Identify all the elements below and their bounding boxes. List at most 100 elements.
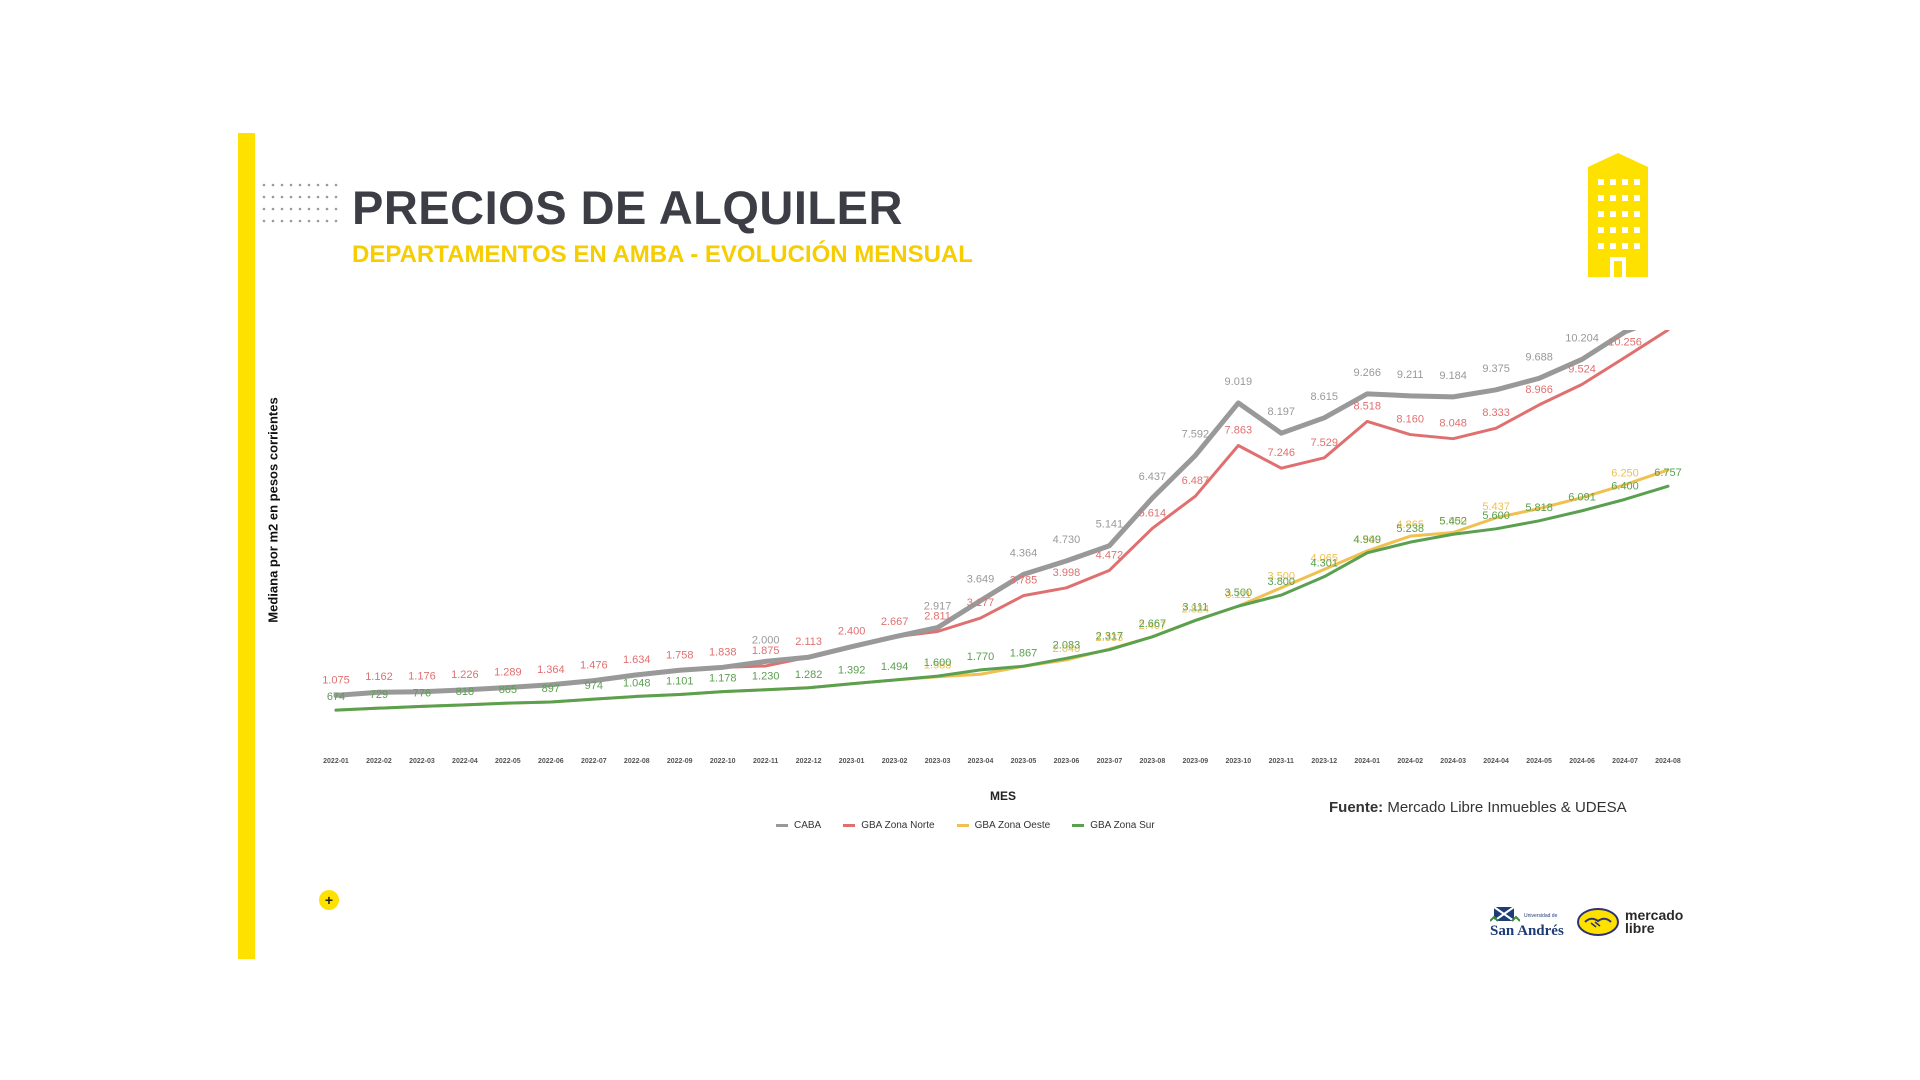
data-label-gba-zona-sur: 1.178 bbox=[709, 673, 737, 685]
source-text: Mercado Libre Inmuebles & UDESA bbox=[1387, 799, 1627, 816]
x-tick-label: 2023-05 bbox=[1011, 758, 1037, 765]
x-tick-label: 2024-01 bbox=[1354, 758, 1380, 765]
x-tick-label: 2022-05 bbox=[495, 758, 521, 765]
x-tick-label: 2022-04 bbox=[452, 758, 478, 765]
data-label-gba-zona-norte: 2.113 bbox=[795, 636, 822, 648]
data-label-gba-zona-norte: 1.476 bbox=[580, 660, 608, 672]
source-label: Fuente: bbox=[1329, 799, 1384, 816]
legend-swatch bbox=[776, 824, 788, 827]
data-label-caba: 7.592 bbox=[1182, 428, 1210, 440]
data-label-gba-zona-oeste: 2.824 bbox=[1182, 603, 1210, 615]
data-label-gba-zona-oeste: 6.250 bbox=[1611, 468, 1639, 480]
data-label-gba-zona-sur: 3.800 bbox=[1268, 576, 1296, 588]
mercado-libre-line2: libre bbox=[1625, 920, 1655, 936]
data-label-gba-zona-oeste: 3.111 bbox=[1225, 589, 1251, 601]
data-label-gba-zona-sur: 776 bbox=[413, 687, 431, 699]
data-label-gba-zona-norte: 6.487 bbox=[1182, 475, 1210, 487]
data-label-gba-zona-sur: 729 bbox=[370, 689, 388, 701]
data-label-gba-zona-norte: 8.966 bbox=[1525, 384, 1553, 396]
data-label-gba-zona-sur: 6.757 bbox=[1654, 467, 1682, 479]
legend-item: GBA Zona Norte bbox=[843, 820, 935, 831]
x-tick-label: 2022-02 bbox=[366, 758, 392, 765]
data-label-caba: 9.184 bbox=[1439, 370, 1467, 382]
data-label-gba-zona-sur: 1.230 bbox=[752, 671, 780, 683]
data-label-gba-zona-norte: 8.518 bbox=[1353, 400, 1381, 412]
data-label-gba-zona-sur: 1.282 bbox=[795, 669, 823, 681]
data-label-caba: 9.375 bbox=[1482, 363, 1510, 375]
data-label-gba-zona-norte: 1.758 bbox=[666, 649, 694, 661]
x-tick-label: 2022-06 bbox=[538, 758, 564, 765]
source-note: Fuente: Mercado Libre Inmuebles & UDESA bbox=[1329, 799, 1627, 816]
add-button[interactable]: + bbox=[319, 890, 339, 910]
x-tick-label: 2023-07 bbox=[1097, 758, 1123, 765]
legend-item: CABA bbox=[776, 820, 821, 831]
data-label-gba-zona-norte: 2.811 bbox=[924, 611, 951, 623]
legend-swatch bbox=[956, 824, 969, 827]
x-tick-label: 2024-06 bbox=[1569, 758, 1595, 765]
x-tick-label: 2022-08 bbox=[624, 758, 650, 765]
data-label-gba-zona-norte: 3.998 bbox=[1053, 567, 1081, 579]
x-tick-label: 2024-04 bbox=[1483, 758, 1509, 765]
y-axis-label: Mediana por m2 en pesos corrientes bbox=[265, 397, 281, 623]
page-subtitle: DEPARTAMENTOS EN AMBA - EVOLUCIÓN MENSUA… bbox=[352, 241, 973, 268]
accent-bar bbox=[238, 133, 255, 959]
x-tick-label: 2023-06 bbox=[1054, 758, 1080, 765]
legend-label: GBA Zona Oeste bbox=[974, 820, 1051, 831]
data-label-gba-zona-sur: 2.317 bbox=[1096, 631, 1124, 643]
data-label-gba-zona-oeste: 4.065 bbox=[1310, 552, 1338, 564]
data-label-gba-zona-norte: 1.364 bbox=[537, 664, 565, 676]
data-label-gba-zona-oeste: 1.583 bbox=[924, 660, 952, 672]
x-tick-label: 2023-04 bbox=[968, 758, 994, 765]
data-label-gba-zona-norte: 8.333 bbox=[1482, 407, 1510, 419]
data-label-gba-zona-oeste: 2.333 bbox=[1096, 632, 1124, 644]
x-tick-label: 2023-03 bbox=[925, 758, 951, 765]
data-label-gba-zona-norte: 4.472 bbox=[1096, 549, 1124, 561]
x-tick-label: 2024-03 bbox=[1440, 758, 1466, 765]
data-label-caba: 4.364 bbox=[1010, 547, 1038, 559]
data-label-gba-zona-sur: 3.500 bbox=[1225, 587, 1253, 599]
data-label-gba-zona-norte: 2.667 bbox=[881, 616, 909, 628]
data-label-gba-zona-sur: 674 bbox=[327, 691, 345, 703]
data-label-gba-zona-sur: 4.301 bbox=[1310, 558, 1338, 570]
series-line-gba-zona-sur bbox=[334, 484, 1670, 712]
x-tick-label: 2024-07 bbox=[1612, 758, 1638, 765]
line-chart: 2022-01 2022-02 2022-03 2022-04 2022-05 2022-… bbox=[322, 330, 1682, 765]
data-label-caba: 3.649 bbox=[967, 574, 995, 586]
data-label-gba-zona-norte: 3.785 bbox=[1010, 575, 1038, 587]
data-label-gba-zona-norte: 1.875 bbox=[752, 645, 780, 657]
data-label-gba-zona-norte: 1.162 bbox=[365, 671, 393, 683]
data-label-caba: 10.204 bbox=[1565, 332, 1599, 344]
y-axis-label-wrap: Mediana por m2 en pesos corrientes bbox=[258, 300, 288, 720]
x-tick-label: 2024-05 bbox=[1526, 758, 1552, 765]
x-tick-label: 2023-10 bbox=[1225, 758, 1251, 765]
data-label-gba-zona-sur: 818 bbox=[456, 686, 474, 698]
data-label-gba-zona-sur: 5.818 bbox=[1525, 502, 1553, 514]
data-label-caba: 6.437 bbox=[1139, 471, 1167, 483]
data-label-gba-zona-norte: 8.160 bbox=[1396, 414, 1424, 426]
data-label-gba-zona-norte: 1.289 bbox=[494, 667, 522, 679]
data-label-gba-zona-norte: 10.256 bbox=[1608, 336, 1642, 348]
x-axis-title: MES bbox=[990, 789, 1017, 803]
data-label-gba-zona-sur: 1.101 bbox=[666, 675, 694, 687]
data-label-gba-zona-sur: 865 bbox=[499, 684, 517, 696]
data-label-gba-zona-oeste: 5.437 bbox=[1482, 501, 1510, 513]
data-label-gba-zona-sur: 3.111 bbox=[1182, 601, 1208, 613]
data-label-caba: 5.141 bbox=[1096, 519, 1124, 531]
data-label-gba-zona-sur: 1.494 bbox=[881, 661, 909, 673]
legend-swatch bbox=[1072, 824, 1085, 827]
data-label-caba: 9.688 bbox=[1525, 351, 1553, 363]
data-label-gba-zona-norte: 5.614 bbox=[1139, 507, 1167, 519]
chart-legend: CABA GBA Zona Norte GBA Zona Oeste GBA Zona… bbox=[776, 820, 1155, 831]
data-label-gba-zona-norte: 9.524 bbox=[1568, 363, 1596, 375]
data-label-gba-zona-norte: 7.529 bbox=[1310, 437, 1338, 449]
x-tick-label: 2023-08 bbox=[1140, 758, 1166, 765]
data-label-caba: 8.197 bbox=[1268, 406, 1296, 418]
x-tick-label: 2022-10 bbox=[710, 758, 736, 765]
x-tick-label: 2023-12 bbox=[1311, 758, 1337, 765]
data-label-gba-zona-sur: 4.949 bbox=[1353, 534, 1381, 546]
data-label-gba-zona-oeste: 2.407 bbox=[1139, 620, 1167, 632]
x-tick-label: 2022-01 bbox=[323, 758, 349, 765]
data-label-gba-zona-oeste: 4.865 bbox=[1396, 519, 1424, 531]
data-label-gba-zona-norte: 1.075 bbox=[322, 674, 350, 686]
legend-label: CABA bbox=[794, 820, 822, 831]
